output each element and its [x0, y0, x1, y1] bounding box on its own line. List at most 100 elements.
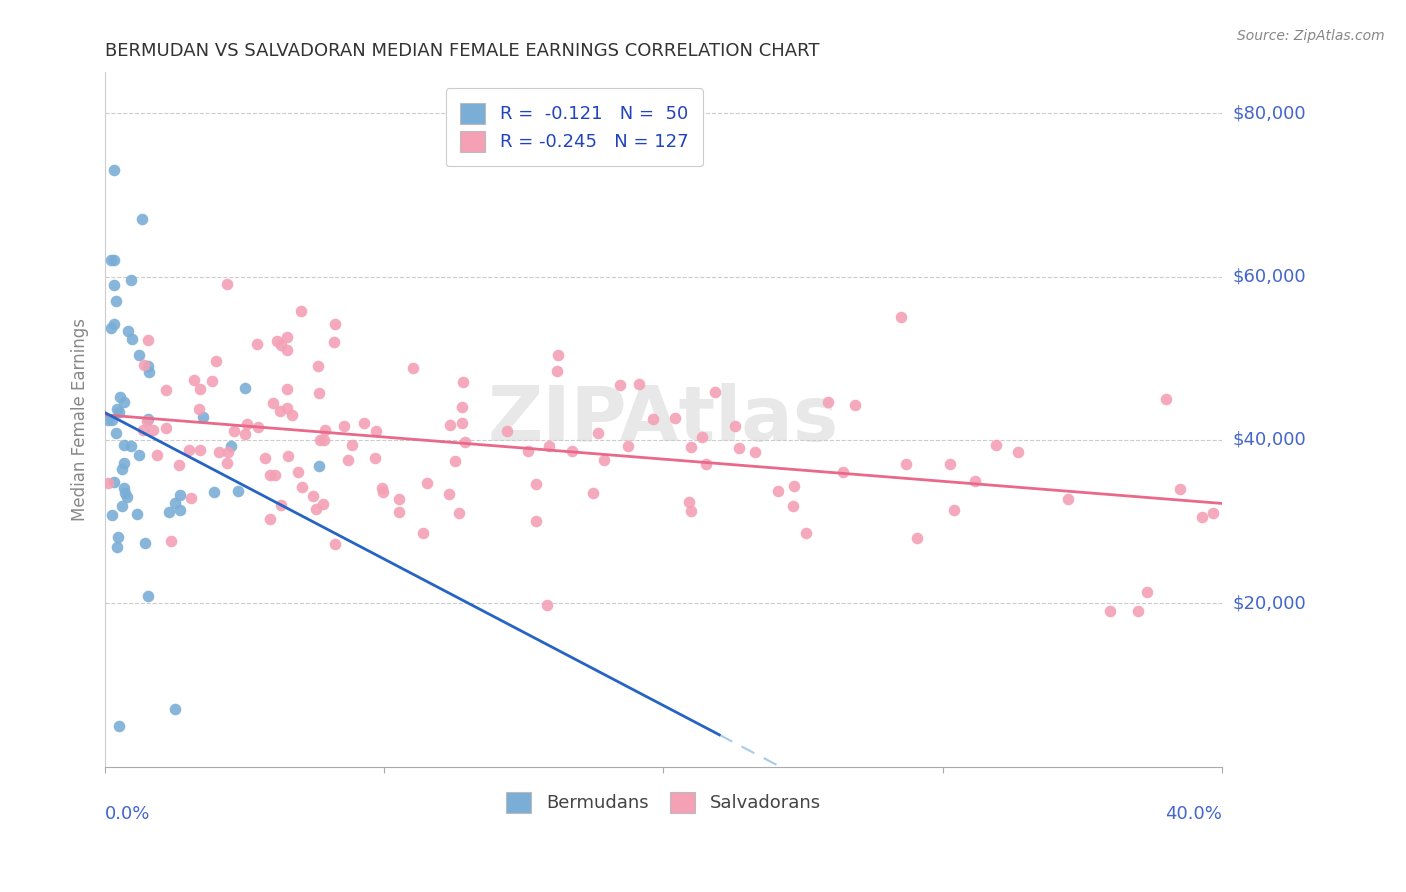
Point: [136, 589, 159, 603]
Point: [155, 421, 177, 435]
Point: [105, 294, 128, 309]
Point: [894, 457, 917, 471]
Point: [131, 212, 153, 227]
Point: [1099, 604, 1122, 618]
Point: [163, 496, 186, 510]
Point: [364, 450, 387, 465]
Point: [451, 400, 474, 414]
Point: [157, 505, 180, 519]
Point: [704, 385, 727, 400]
Point: [134, 536, 156, 550]
Point: [253, 450, 276, 465]
Point: [136, 414, 159, 428]
Point: [561, 444, 583, 458]
Point: [617, 439, 640, 453]
Point: [678, 495, 700, 509]
Point: [120, 439, 142, 453]
Point: [370, 481, 392, 495]
Point: [107, 530, 129, 544]
Point: [1191, 510, 1213, 524]
Point: [219, 440, 242, 454]
Point: [768, 483, 790, 498]
Point: [1154, 392, 1177, 406]
Point: [111, 499, 134, 513]
Point: [111, 462, 134, 476]
Point: [323, 537, 346, 551]
Point: [108, 719, 131, 733]
Text: ZIPAtlas: ZIPAtlas: [488, 383, 839, 457]
Point: [247, 420, 270, 434]
Point: [290, 480, 312, 494]
Point: [276, 330, 298, 344]
Point: [115, 490, 138, 504]
Point: [690, 429, 713, 443]
Point: [100, 508, 122, 523]
Point: [169, 488, 191, 502]
Point: [128, 448, 150, 462]
Point: [233, 381, 256, 395]
Point: [100, 253, 122, 268]
Point: [105, 540, 128, 554]
Point: [188, 442, 211, 457]
Point: [217, 277, 239, 292]
Point: [103, 277, 125, 292]
Point: [416, 475, 439, 490]
Point: [134, 358, 156, 372]
Point: [112, 438, 135, 452]
Point: [437, 486, 460, 500]
Point: [155, 383, 177, 397]
Point: [103, 163, 125, 178]
Point: [536, 599, 558, 613]
Point: [832, 465, 855, 479]
Point: [609, 377, 631, 392]
Point: [270, 338, 292, 352]
Point: [215, 456, 238, 470]
Point: [103, 253, 125, 268]
Point: [308, 459, 330, 474]
Point: [744, 445, 766, 459]
Point: [643, 412, 665, 426]
Point: [586, 426, 609, 441]
Point: [1007, 445, 1029, 459]
Point: [101, 413, 124, 427]
Point: [454, 435, 477, 450]
Point: [1136, 585, 1159, 599]
Point: [1056, 491, 1078, 506]
Point: [208, 444, 231, 458]
Point: [322, 334, 344, 349]
Point: [191, 410, 214, 425]
Point: [664, 411, 686, 425]
Point: [439, 418, 461, 433]
Point: [217, 445, 239, 459]
Point: [965, 475, 987, 489]
Legend: Bermudans, Salvadorans: Bermudans, Salvadorans: [499, 785, 828, 820]
Point: [984, 438, 1007, 452]
Point: [103, 475, 125, 489]
Point: [136, 333, 159, 347]
Point: [121, 332, 143, 346]
Point: [443, 454, 465, 468]
Point: [794, 525, 817, 540]
Point: [112, 481, 135, 495]
Point: [117, 325, 139, 339]
Point: [451, 375, 474, 389]
Text: $20,000: $20,000: [1233, 594, 1306, 612]
Point: [524, 514, 547, 528]
Point: [287, 466, 309, 480]
Point: [516, 444, 538, 458]
Point: [112, 457, 135, 471]
Point: [259, 511, 281, 525]
Point: [1202, 506, 1225, 520]
Point: [451, 416, 474, 430]
Point: [942, 502, 965, 516]
Point: [183, 373, 205, 387]
Point: [112, 394, 135, 409]
Point: [201, 375, 224, 389]
Point: [679, 504, 702, 518]
Point: [188, 382, 211, 396]
Point: [524, 477, 547, 491]
Point: [105, 402, 128, 417]
Point: [336, 452, 359, 467]
Point: [290, 303, 312, 318]
Point: [160, 534, 183, 549]
